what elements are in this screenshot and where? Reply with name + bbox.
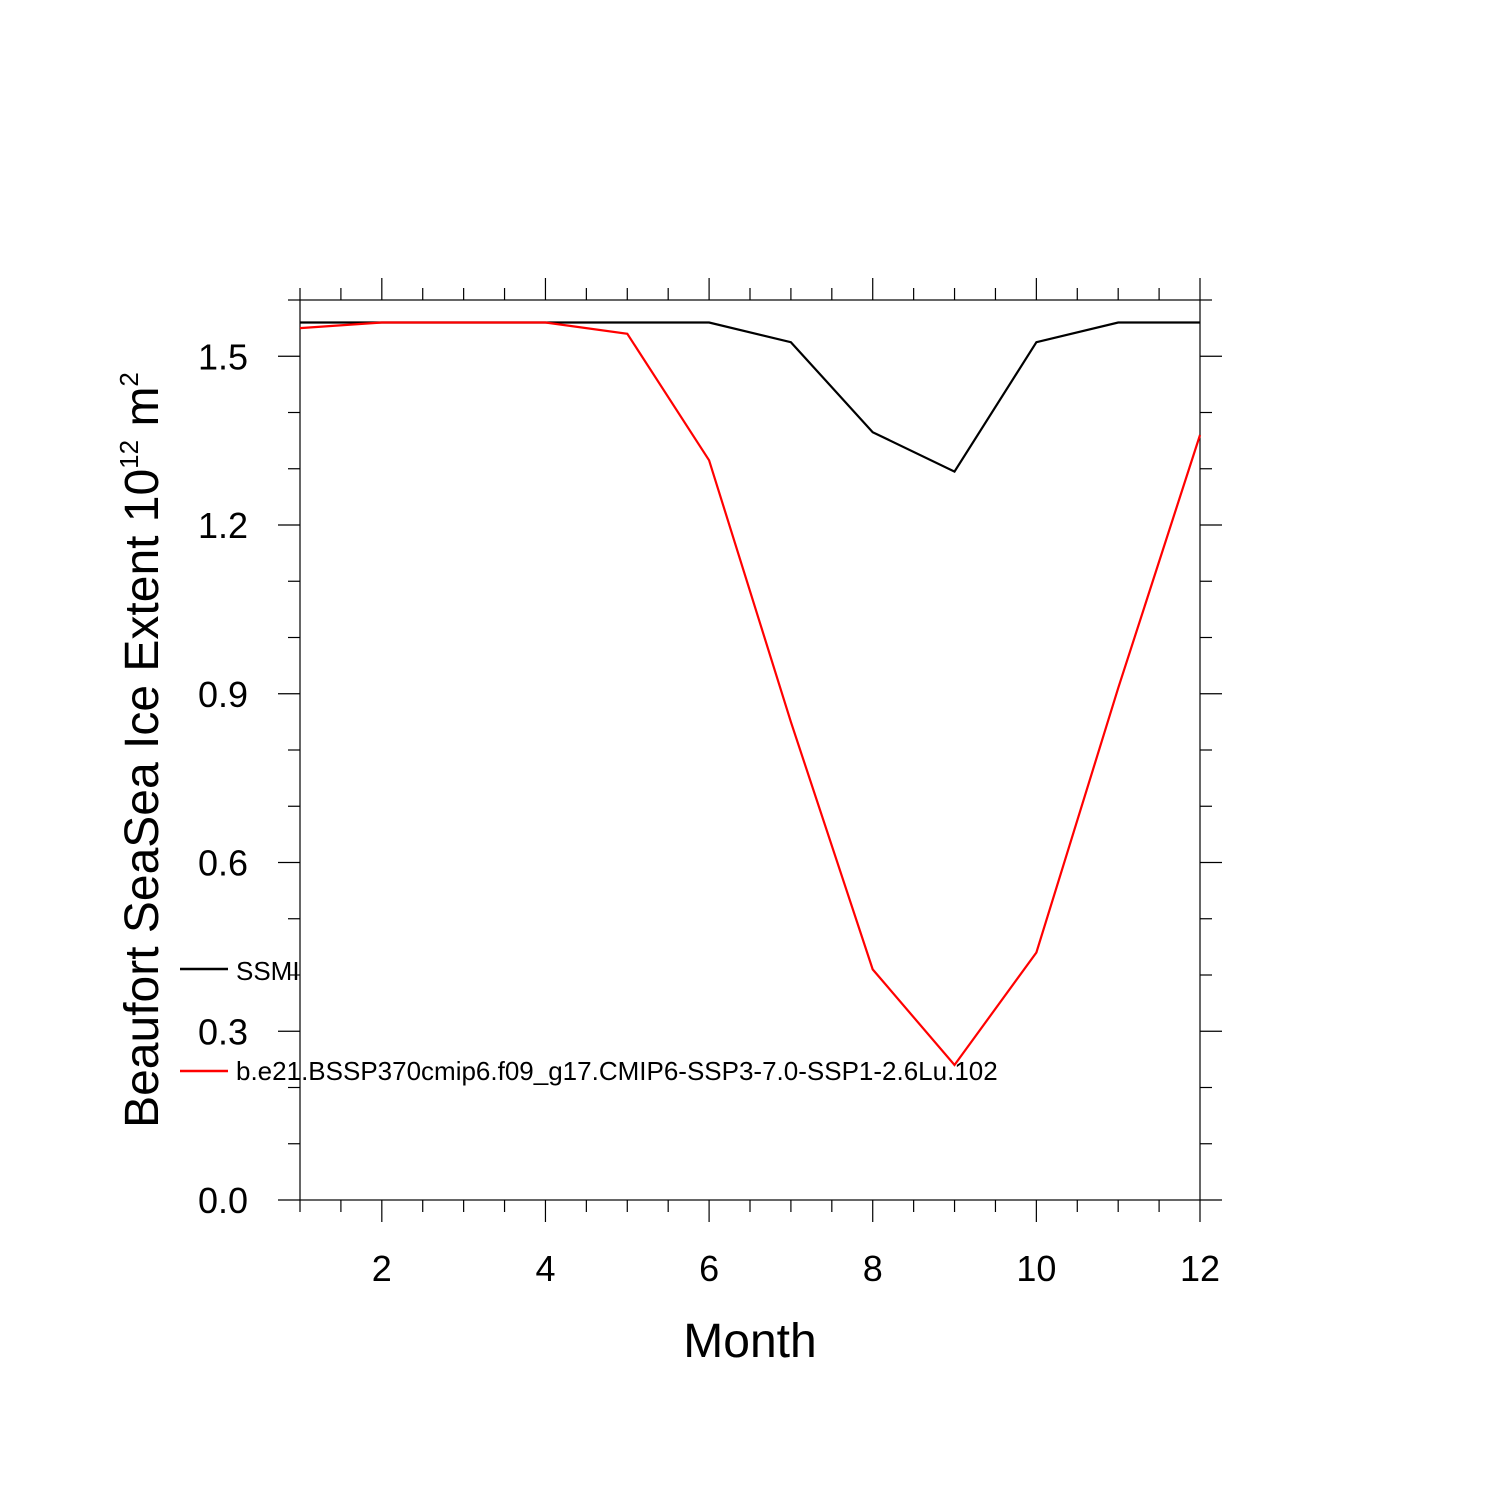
y-tick-label: 0.9 xyxy=(198,674,248,715)
legend: SSMI b.e21.BSSP370cmip6.f09_g17.CMIP6-SS… xyxy=(180,956,998,1086)
series-lines xyxy=(299,321,1202,1067)
series-line-model xyxy=(299,321,1202,1067)
x-tick-label: 6 xyxy=(699,1248,719,1289)
y-axis-title-unit: m xyxy=(116,387,169,440)
y-tick-label: 0.0 xyxy=(198,1180,248,1221)
legend-label-model: b.e21.BSSP370cmip6.f09_g17.CMIP6-SSP3-7.… xyxy=(236,1056,998,1086)
series-line-ssmi xyxy=(300,321,1200,474)
x-tick-label: 4 xyxy=(535,1248,555,1289)
y-tick-label: 0.3 xyxy=(198,1011,248,1052)
y-tick-label: 0.6 xyxy=(198,843,248,884)
legend-label-ssmi: SSMI xyxy=(236,956,300,986)
y-tick-label: 1.2 xyxy=(198,505,248,546)
y-axis-title-unit-exponent: 2 xyxy=(114,372,144,386)
x-tick-label: 8 xyxy=(863,1248,883,1289)
y-axis-title: Beaufort SeaSea Ice Extent 1012 m2 xyxy=(114,372,169,1128)
x-axis-title: Month xyxy=(683,1315,816,1368)
x-tick-label: 12 xyxy=(1180,1248,1220,1289)
axis-ticks xyxy=(278,278,1222,1222)
axis-tick-labels: 2 4 6 8 10 12 0.0 0.3 0.6 0.9 1.2 1.5 xyxy=(198,336,1220,1289)
x-tick-label: 2 xyxy=(372,1248,392,1289)
y-axis-title-exponent: 12 xyxy=(114,440,144,469)
y-axis-title-main: Beaufort SeaSea Ice Extent 10 xyxy=(116,469,169,1128)
x-tick-label: 10 xyxy=(1016,1248,1056,1289)
y-tick-label: 1.5 xyxy=(198,336,248,377)
